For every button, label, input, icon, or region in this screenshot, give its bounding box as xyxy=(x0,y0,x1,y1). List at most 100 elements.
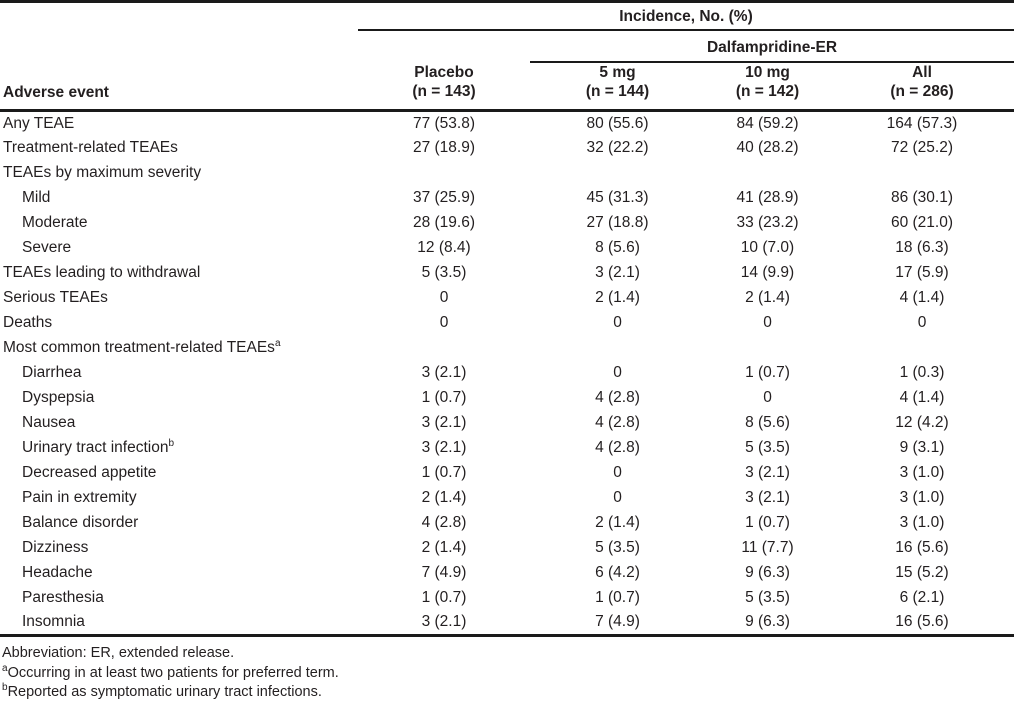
column-header-placebo: Placebo (n = 143) xyxy=(358,61,530,113)
table-row: Dizziness 2 (1.4) 5 (3.5) 11 (7.7) 16 (5.6) xyxy=(0,536,1014,561)
cell-value: 164 (57.3) xyxy=(886,114,958,132)
cell-value xyxy=(530,161,705,186)
cell-value: 32 (22.2) xyxy=(586,139,649,157)
cell-value: 60 (21.0) xyxy=(890,214,954,232)
cell-value: 16 (5.6) xyxy=(830,610,1014,638)
cell-value xyxy=(830,336,1014,361)
column-header-label: 5 mg xyxy=(599,63,636,81)
cell-value: 17 (5.9) xyxy=(895,264,949,282)
cell-value: 16 (5.6) xyxy=(895,539,949,557)
table-header: Incidence, No. (%) Dalfampridine-ER Adve… xyxy=(0,1,1014,113)
cell-value: 3 (2.1) xyxy=(421,414,467,432)
cell-value: 4 (2.8) xyxy=(421,514,467,532)
cell-value: 0 xyxy=(763,314,772,332)
column-header-adverse-event: Adverse event xyxy=(0,61,358,113)
cell-value: 3 (2.1) xyxy=(421,439,467,457)
column-header-row: Adverse event Placebo (n = 143) 5 mg (n … xyxy=(0,61,1014,113)
row-label: Moderate xyxy=(22,214,88,232)
cell-value: 4 (2.8) xyxy=(595,414,640,432)
cell-value: 6 (4.2) xyxy=(595,564,640,582)
row-label: Paresthesia xyxy=(22,589,104,607)
cell-value: 10 (7.0) xyxy=(740,239,795,257)
cell-value: 1 (0.7) xyxy=(745,364,790,382)
cell-value xyxy=(705,161,830,186)
cell-value: 3 (2.1) xyxy=(421,364,467,382)
cell-value: 14 (9.9) xyxy=(740,264,795,282)
header-spacer xyxy=(0,30,358,62)
table-row: Insomnia 3 (2.1) 7 (4.9) 9 (6.3) 16 (5.6) xyxy=(0,610,1014,638)
cell-value: 1 (0.7) xyxy=(421,464,467,482)
cell-value: 9 (6.3) xyxy=(745,564,790,582)
table-row: Any TEAE 77 (53.8) 80 (55.6) 84 (59.2) 164 (… xyxy=(0,111,1014,136)
row-label: TEAEs by maximum severity xyxy=(3,164,202,182)
row-label: Most common treatment-related TEAEsa xyxy=(3,338,281,357)
cell-value xyxy=(705,336,830,361)
column-header-n: (n = 144) xyxy=(585,83,650,101)
cell-value: 2 (1.4) xyxy=(595,289,640,307)
column-header-label: Placebo xyxy=(414,63,474,81)
cell-value: 80 (55.6) xyxy=(586,114,649,132)
cell-value: 2 (1.4) xyxy=(421,489,467,507)
cell-value: 5 (3.5) xyxy=(745,439,790,457)
table-row: Nausea 3 (2.1) 4 (2.8) 8 (5.6) 12 (4.2) xyxy=(0,411,1014,436)
cell-value: 27 (18.8) xyxy=(586,214,649,232)
column-header-all: All (n = 286) xyxy=(830,61,1014,113)
spanner-incidence: Incidence, No. (%) xyxy=(358,1,1014,31)
cell-value: 12 (8.4) xyxy=(417,239,471,257)
cell-value: 1 (0.7) xyxy=(595,589,640,607)
cell-value: 0 xyxy=(613,364,622,382)
cell-value: 6 (2.1) xyxy=(899,589,945,607)
cell-value: 3 (2.1) xyxy=(595,264,640,282)
column-header-n: (n = 286) xyxy=(890,83,954,101)
footnote-marker: a xyxy=(2,662,8,674)
table-row: Serious TEAEs 0 2 (1.4) 2 (1.4) 4 (1.4) xyxy=(0,286,1014,311)
cell-value: 0 xyxy=(439,289,449,307)
row-label: Severe xyxy=(22,239,72,257)
row-label: Insomnia xyxy=(0,610,358,638)
column-header-label: 10 mg xyxy=(745,63,790,81)
cell-value: 11 (7.7) xyxy=(741,539,794,557)
column-header-label: All xyxy=(912,63,932,81)
cell-value: 40 (28.2) xyxy=(736,139,799,157)
cell-value: 2 (1.4) xyxy=(745,289,790,307)
header-spacer xyxy=(0,2,358,30)
row-label: Urinary tract infectionb xyxy=(22,438,175,457)
table-body: Any TEAE 77 (53.8) 80 (55.6) 84 (59.2) 164 (… xyxy=(0,111,1014,638)
table-row: Diarrhea 3 (2.1) 0 1 (0.7) 1 (0.3) xyxy=(0,361,1014,386)
column-header-5mg: 5 mg (n = 144) xyxy=(530,61,705,113)
table-row: Moderate 28 (19.6) 27 (18.8) 33 (23.2) 60 (2… xyxy=(0,211,1014,236)
cell-value: 72 (25.2) xyxy=(890,139,954,157)
cell-value: 9 (3.1) xyxy=(899,439,945,457)
cell-value: 2 (1.4) xyxy=(421,539,467,557)
cell-value: 4 (2.8) xyxy=(595,389,640,407)
column-header-n: (n = 142) xyxy=(735,83,800,101)
cell-value: 0 xyxy=(613,314,622,332)
cell-value: 84 (59.2) xyxy=(736,114,799,132)
cell-value: 1 (0.7) xyxy=(421,589,467,607)
cell-value: 5 (3.5) xyxy=(421,264,467,282)
footnote-marker: b xyxy=(168,438,175,449)
table-row: Severe 12 (8.4) 8 (5.6) 10 (7.0) 18 (6.3) xyxy=(0,236,1014,261)
row-label: Headache xyxy=(22,564,93,582)
cell-value: 86 (30.1) xyxy=(890,189,954,207)
row-label: TEAEs leading to withdrawal xyxy=(3,264,201,282)
cell-value: 0 xyxy=(439,314,449,332)
footnote-line: Abbreviation: ER, extended release. xyxy=(2,645,235,662)
cell-value: 45 (31.3) xyxy=(586,189,649,207)
row-label: Diarrhea xyxy=(22,364,82,382)
cell-value: 3 (2.1) xyxy=(745,464,790,482)
table-row: Urinary tract infectionb 3 (2.1) 4 (2.8) 5 … xyxy=(0,436,1014,461)
row-label: Balance disorder xyxy=(22,514,139,532)
spanner-dalfampridine-er: Dalfampridine-ER xyxy=(530,29,1014,63)
cell-value: 1 (0.3) xyxy=(899,364,945,382)
table-footnotes: Abbreviation: ER, extended release. aOccu… xyxy=(0,637,1014,703)
footnote-marker: b xyxy=(2,682,8,694)
cell-value xyxy=(358,161,530,186)
cell-value: 2 (1.4) xyxy=(595,514,640,532)
table-row: TEAEs leading to withdrawal 5 (3.5) 3 (2.1… xyxy=(0,261,1014,286)
cell-value: 4 (1.4) xyxy=(899,389,945,407)
cell-value xyxy=(830,161,1014,186)
adverse-events-table: Incidence, No. (%) Dalfampridine-ER Adve… xyxy=(0,0,1014,638)
cell-value: 4 (1.4) xyxy=(899,289,945,307)
row-label: Deaths xyxy=(3,314,53,332)
